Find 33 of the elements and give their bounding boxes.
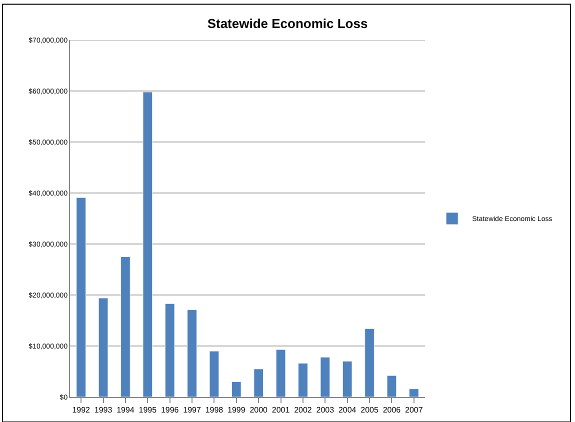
bar <box>364 328 374 397</box>
bar <box>320 356 330 397</box>
x-tick-label: 1995 <box>138 406 158 415</box>
bar <box>187 310 197 397</box>
bar <box>254 368 264 397</box>
chart-title: Statewide Economic Loss <box>207 16 368 32</box>
bar <box>298 363 308 397</box>
bar <box>386 375 397 397</box>
x-tick-label: 1993 <box>94 406 113 415</box>
x-tick-label: 2005 <box>360 406 379 415</box>
bar <box>76 197 86 397</box>
bar <box>276 349 286 397</box>
bar <box>209 350 220 397</box>
bar <box>164 303 175 397</box>
x-tick-label: 2004 <box>338 406 357 415</box>
x-tick-label: 2006 <box>382 406 402 415</box>
bar <box>409 388 419 397</box>
x-tick-label: 1997 <box>183 406 202 415</box>
bar <box>232 381 242 397</box>
x-tick-label: 1994 <box>116 406 135 415</box>
bar <box>98 298 108 397</box>
x-tick-label: 1996 <box>160 406 180 415</box>
x-tick-label: 2000 <box>250 406 268 415</box>
x-tick-label: 1999 <box>228 406 246 415</box>
bar <box>342 361 352 397</box>
bar <box>142 92 153 397</box>
x-tick-label: 2002 <box>294 406 312 415</box>
x-tick-label: 2003 <box>316 406 335 415</box>
x-tick-label: 2007 <box>405 406 424 415</box>
x-tick-label: 2001 <box>272 406 290 415</box>
x-tick-label: 1992 <box>72 406 91 415</box>
x-tick-label: 1998 <box>205 406 224 415</box>
bar <box>120 256 130 397</box>
